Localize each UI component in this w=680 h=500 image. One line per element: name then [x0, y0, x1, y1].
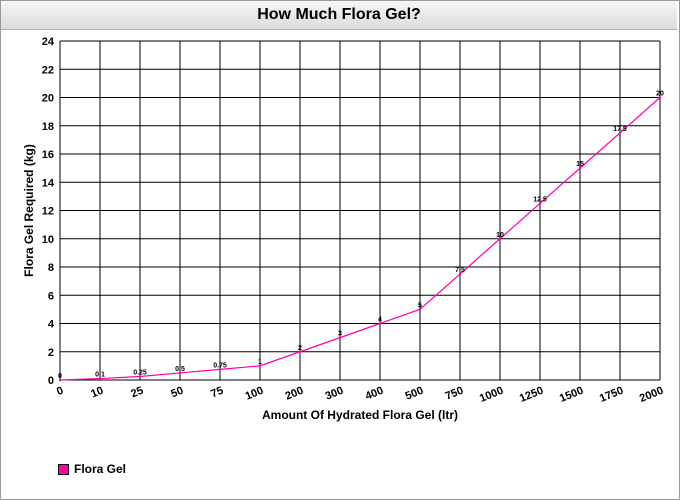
data-point [658, 96, 662, 99]
y-tick-label: 12 [42, 206, 54, 218]
x-tick-label: 200 [284, 385, 306, 403]
x-axis-ticks: 0 10 25 50 75 100 200 300 400 500 750 1000 1250 1500 1… [55, 385, 665, 405]
data-label: 7.5 [455, 267, 465, 274]
data-label: 0.25 [133, 369, 147, 376]
data-label: 3 [338, 331, 342, 338]
data-label: 20 [656, 91, 664, 98]
data-point [458, 272, 462, 276]
data-label: 15 [576, 161, 584, 168]
data-point [538, 202, 542, 205]
data-label: 2 [298, 345, 302, 352]
y-tick-label: 24 [42, 36, 55, 48]
chart-title: How Much Flora Gel? [257, 6, 421, 23]
legend: Flora Gel [58, 462, 126, 476]
data-point [338, 336, 342, 339]
data-point [418, 308, 422, 311]
y-tick-label: 16 [42, 149, 54, 161]
data-label: 0.75 [213, 362, 227, 369]
data-label: 17.5 [613, 126, 627, 133]
x-axis-label: Amount Of Hydrated Flora Gel (ltr) [262, 408, 458, 422]
data-point [258, 364, 262, 368]
x-tick-label: 25 [129, 385, 145, 401]
data-point [498, 237, 502, 240]
x-tick-label: 1750 [598, 385, 625, 405]
y-tick-label: 18 [42, 121, 54, 133]
y-tick-label: 4 [48, 319, 55, 331]
y-tick-label: 0 [48, 375, 54, 387]
x-tick-label: 2000 [638, 385, 665, 405]
x-tick-label: 500 [404, 385, 426, 403]
data-point [578, 166, 582, 170]
y-tick-label: 14 [42, 177, 55, 189]
data-labels: 0 0.1 0.25 0.5 0.75 1 2 3 4 5 7.5 10 12.5 15 17.5 20 [58, 91, 664, 381]
x-tick-label: 75 [209, 385, 225, 401]
data-label: 5 [418, 302, 422, 309]
y-tick-label: 20 [42, 93, 54, 105]
data-point [98, 377, 102, 380]
x-tick-label: 1250 [518, 385, 545, 405]
data-label: 4 [378, 317, 382, 324]
data-point [178, 371, 182, 375]
data-label: 10 [496, 232, 504, 239]
data-point [138, 375, 142, 378]
series-line [59, 97, 661, 381]
data-point [378, 322, 382, 325]
data-point [218, 368, 222, 371]
y-tick-label: 6 [48, 290, 54, 302]
data-label: 0.1 [95, 372, 105, 379]
legend-label: Flora Gel [74, 462, 127, 476]
series-flora-gel [58, 96, 662, 382]
x-tick-label: 100 [244, 385, 266, 403]
x-tick-label: 1000 [478, 385, 505, 405]
data-point [618, 131, 622, 135]
x-tick-label: 400 [364, 385, 386, 403]
x-tick-label: 0 [55, 385, 65, 398]
x-tick-label: 1500 [558, 385, 585, 405]
y-tick-label: 22 [42, 64, 54, 76]
y-axis-label: Flora Gel Required (kg) [22, 144, 36, 277]
x-tick-label: 300 [324, 385, 346, 403]
y-tick-label: 10 [42, 234, 54, 246]
data-label: 0 [58, 373, 62, 380]
data-label: 12.5 [533, 196, 547, 203]
data-label: 1 [258, 359, 262, 366]
data-point [58, 378, 62, 382]
y-tick-label: 2 [48, 347, 54, 359]
x-tick-label: 50 [169, 385, 185, 401]
title-bar: How Much Flora Gel? [1, 1, 677, 30]
grid [59, 40, 661, 381]
y-tick-label: 8 [48, 262, 54, 274]
x-tick-label: 750 [444, 385, 466, 403]
legend-swatch [58, 463, 69, 475]
data-point [298, 350, 302, 353]
data-label: 0.5 [175, 366, 185, 373]
x-tick-label: 10 [89, 385, 105, 401]
